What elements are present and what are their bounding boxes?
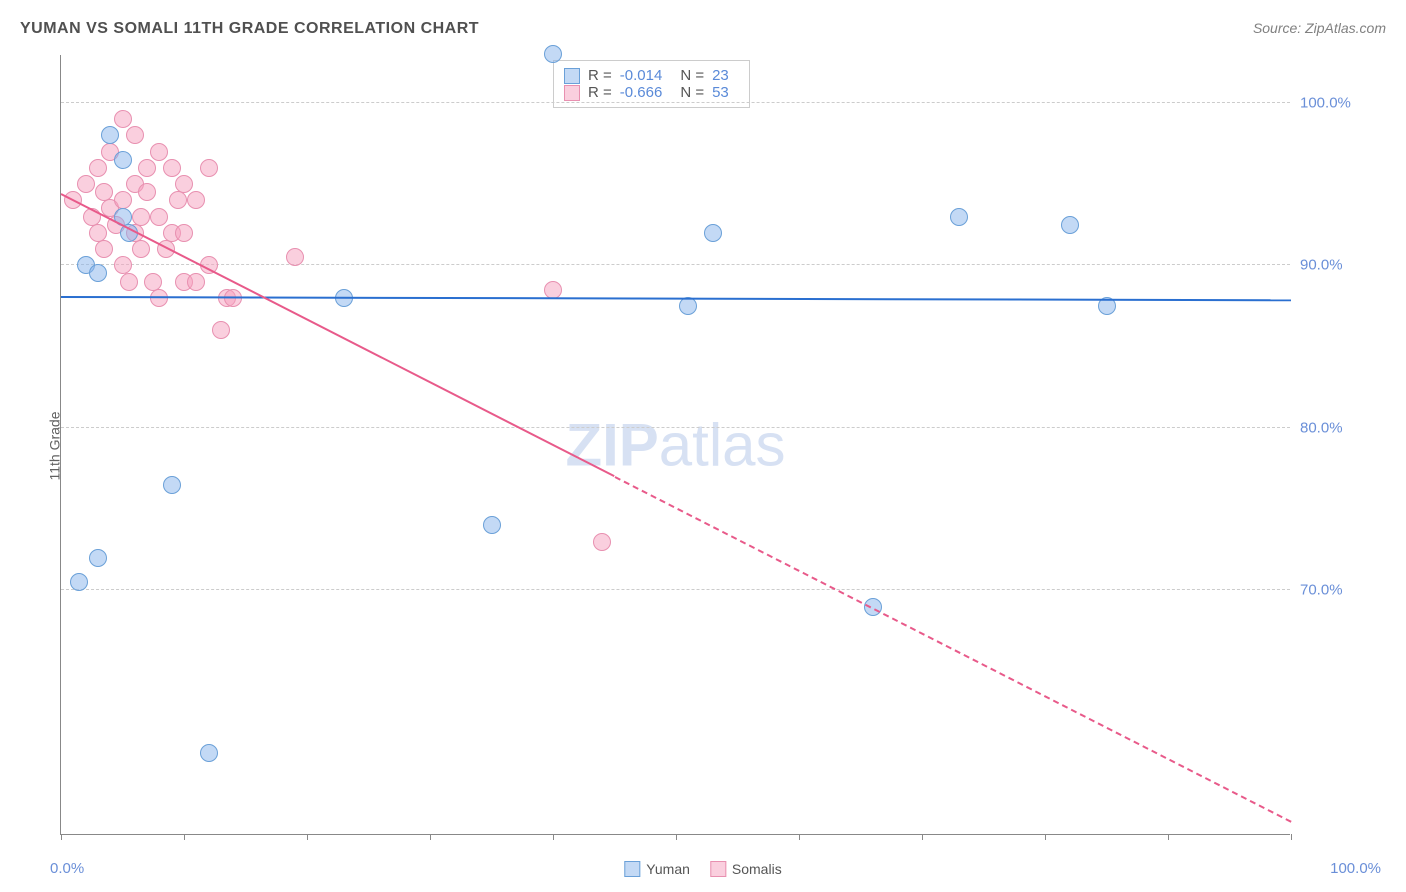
- scatter-point: [544, 281, 562, 299]
- scatter-point: [89, 159, 107, 177]
- series-legend: Yuman Somalis: [624, 861, 781, 877]
- legend-swatch-yuman: [624, 861, 640, 877]
- y-tick-label: 90.0%: [1300, 257, 1380, 274]
- chart-title: YUMAN VS SOMALI 11TH GRADE CORRELATION C…: [20, 20, 479, 38]
- x-tick: [1168, 834, 1169, 840]
- scatter-point: [483, 516, 501, 534]
- legend-yuman: Yuman: [624, 861, 690, 877]
- scatter-point: [120, 273, 138, 291]
- scatter-point: [126, 126, 144, 144]
- scatter-point: [175, 175, 193, 193]
- r-label: R =: [588, 84, 612, 101]
- x-tick: [430, 834, 431, 840]
- scatter-point: [593, 533, 611, 551]
- n-value: 53: [712, 84, 729, 101]
- scatter-point: [114, 110, 132, 128]
- scatter-point: [950, 208, 968, 226]
- scatter-point: [89, 549, 107, 567]
- scatter-point: [1061, 216, 1079, 234]
- source-label: Source: ZipAtlas.com: [1253, 20, 1386, 36]
- n-label: N =: [680, 84, 704, 101]
- y-tick-label: 80.0%: [1300, 419, 1380, 436]
- legend-swatch-somalis: [710, 861, 726, 877]
- x-tick: [676, 834, 677, 840]
- scatter-point: [95, 240, 113, 258]
- y-tick-label: 70.0%: [1300, 582, 1380, 599]
- x-tick: [1045, 834, 1046, 840]
- scatter-point: [163, 159, 181, 177]
- legend-yuman-label: Yuman: [646, 861, 690, 877]
- scatter-point: [544, 45, 562, 63]
- stat-swatch-icon: [564, 85, 580, 101]
- trend-line: [614, 476, 1291, 823]
- gridline: [61, 427, 1290, 428]
- x-tick: [553, 834, 554, 840]
- scatter-point: [77, 175, 95, 193]
- legend-somalis-label: Somalis: [732, 861, 782, 877]
- gridline: [61, 102, 1290, 103]
- scatter-point: [114, 151, 132, 169]
- n-value: 23: [712, 67, 729, 84]
- scatter-point: [132, 208, 150, 226]
- stat-swatch-icon: [564, 68, 580, 84]
- scatter-point: [101, 126, 119, 144]
- stat-row-somalis: R = -0.666 N = 53: [564, 84, 739, 101]
- watermark-zip: ZIP: [565, 411, 658, 478]
- gridline: [61, 264, 1290, 265]
- stat-row-yuman: R = -0.014 N = 23: [564, 67, 739, 84]
- x-tick: [799, 834, 800, 840]
- scatter-point: [212, 321, 230, 339]
- legend-somalis: Somalis: [710, 861, 782, 877]
- watermark-atlas: atlas: [659, 411, 786, 478]
- x-axis-min-label: 0.0%: [50, 860, 84, 877]
- gridline: [61, 589, 1290, 590]
- scatter-point: [200, 744, 218, 762]
- scatter-point: [175, 224, 193, 242]
- r-label: R =: [588, 67, 612, 84]
- scatter-point: [163, 476, 181, 494]
- r-value: -0.014: [620, 67, 663, 84]
- x-tick: [184, 834, 185, 840]
- scatter-point: [286, 248, 304, 266]
- r-value: -0.666: [620, 84, 663, 101]
- scatter-point: [150, 143, 168, 161]
- scatter-point: [704, 224, 722, 242]
- x-tick: [1291, 834, 1292, 840]
- scatter-point: [89, 264, 107, 282]
- chart-area: ZIPatlas R =-0.014N =23R =-0.666N =53 70…: [60, 55, 1290, 835]
- scatter-point: [132, 240, 150, 258]
- x-tick: [922, 834, 923, 840]
- n-label: N =: [680, 67, 704, 84]
- trend-line: [61, 193, 615, 477]
- scatter-point: [200, 159, 218, 177]
- scatter-point: [150, 208, 168, 226]
- scatter-point: [187, 191, 205, 209]
- x-tick: [307, 834, 308, 840]
- y-tick-label: 100.0%: [1300, 94, 1380, 111]
- x-axis-max-label: 100.0%: [1330, 860, 1381, 877]
- scatter-point: [169, 191, 187, 209]
- scatter-point: [138, 183, 156, 201]
- scatter-point: [138, 159, 156, 177]
- scatter-point: [70, 573, 88, 591]
- x-tick: [61, 834, 62, 840]
- scatter-point: [187, 273, 205, 291]
